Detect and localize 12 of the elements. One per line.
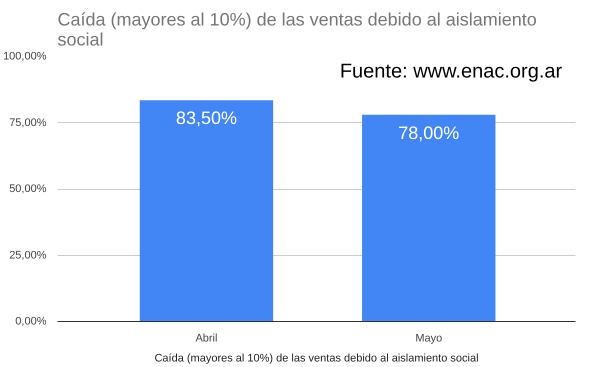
y-tick-label: 100,00%	[3, 50, 47, 62]
x-tick-label: Mayo	[415, 332, 442, 344]
y-tick-label: 25,00%	[9, 249, 47, 262]
y-tick-label: 0,00%	[15, 316, 47, 328]
chart-title: Caída (mayores al 10%) de las ventas debido al aislamiento social	[58, 10, 537, 50]
x-tick-label: Abril	[195, 332, 218, 344]
data-label: 78,00%	[398, 122, 460, 143]
y-tick-label: 50,00%	[9, 183, 47, 195]
x-axis-title: Caída (mayores al 10%) de las ventas debido al aislamiento social	[154, 352, 479, 364]
data-label: 83,50%	[176, 108, 237, 128]
y-tick-label: 75,00%	[9, 116, 47, 129]
annotation: Fuente: www.enac.org.ar	[340, 60, 562, 82]
